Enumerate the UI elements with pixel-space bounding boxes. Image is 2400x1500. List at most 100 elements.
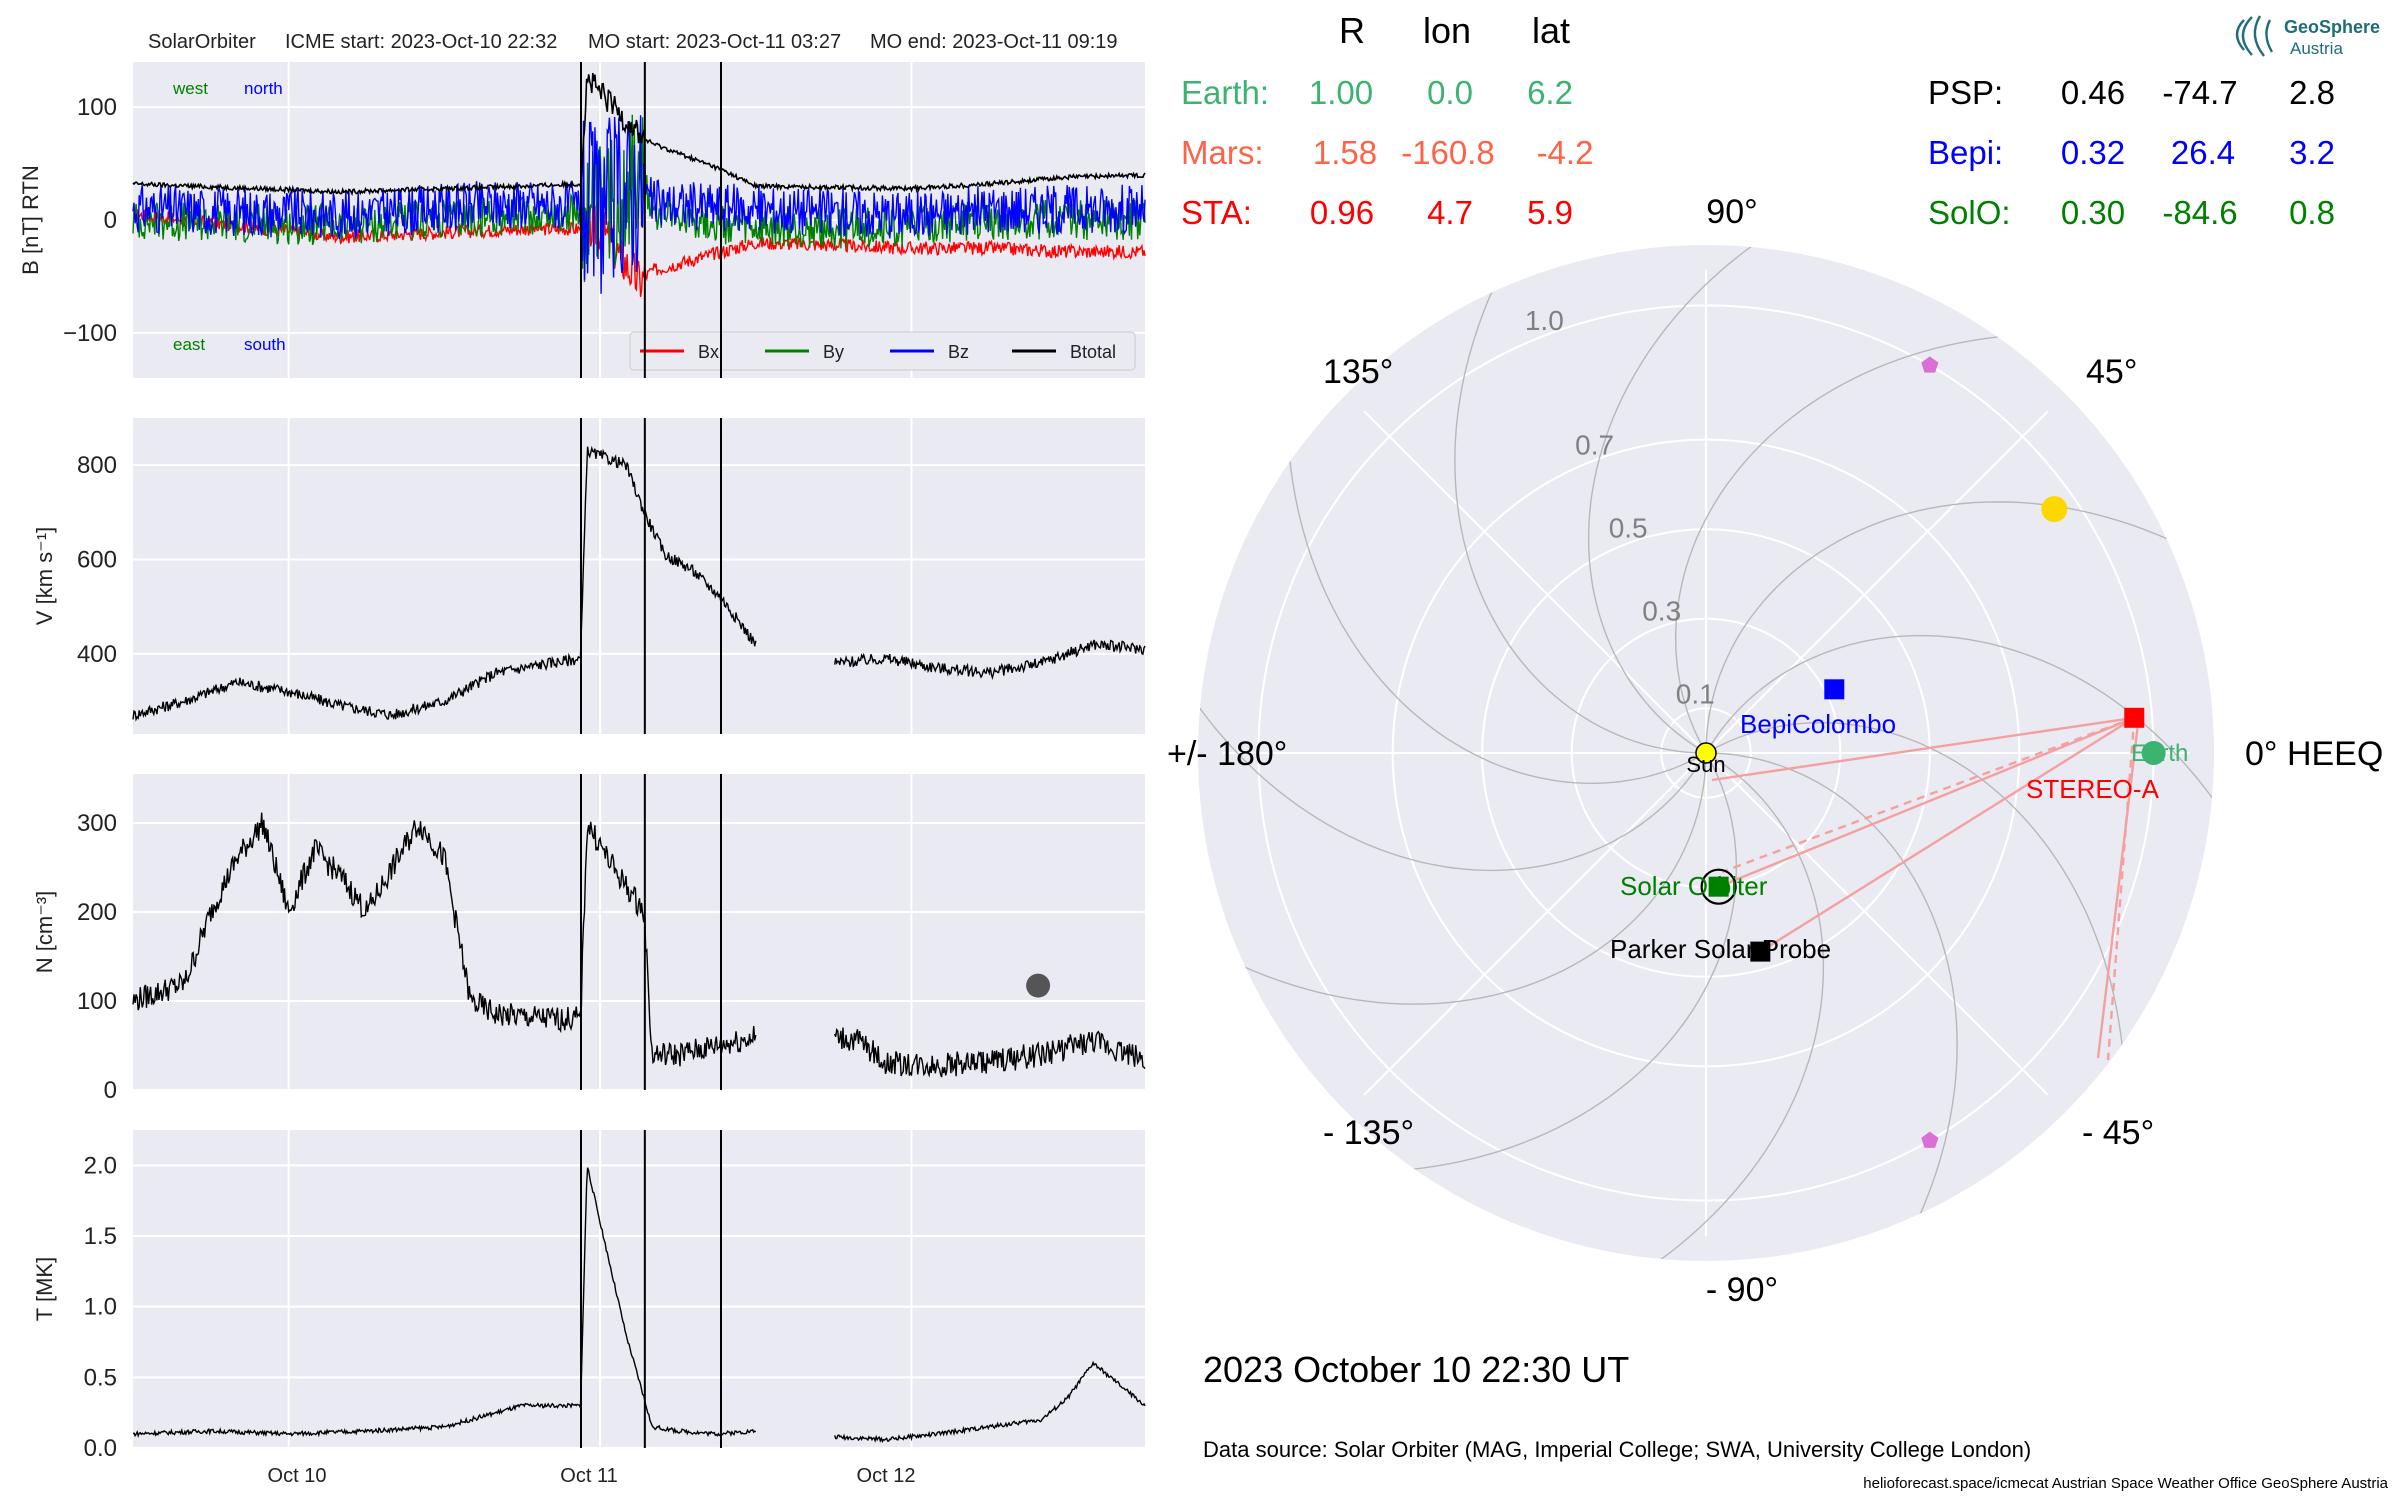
marker-solar-orbiter (1708, 876, 1729, 897)
y-tick-label: 0.0 (84, 1435, 117, 1462)
label-stereo-a: STEREO-A (2026, 774, 2160, 804)
radial-label: 0.3 (1642, 595, 1681, 626)
connection-line (1711, 716, 2135, 782)
angle-label-90: 90° (1706, 193, 1757, 231)
panel-b-yticks: 100 0 −100 (63, 94, 117, 347)
row-psp-r: 0.46 (2061, 74, 2125, 111)
series-v (132, 445, 1146, 722)
panel-t-grid (133, 1130, 1145, 1449)
polar-spoke (1363, 410, 1707, 754)
panel-v-yticks: 800 600 400 (77, 452, 117, 668)
polar-spoke (1705, 410, 2049, 754)
table-row-psp: PSP: 0.46 -74.7 2.8 (1928, 74, 2335, 111)
row-solo-lat: 0.8 (2289, 194, 2335, 231)
legend-by: By (823, 342, 844, 362)
header-spacecraft: SolarOrbiter (148, 31, 256, 53)
marker-parker-solar-probe (1750, 941, 1771, 962)
row-mars-name: Mars: (1181, 134, 1264, 171)
footer: helioforecast.space/icmecat Austrian Spa… (1863, 1475, 2388, 1492)
row-sta-r: 0.96 (1310, 194, 1374, 231)
marker-earth (2141, 741, 2166, 765)
panel-t-yticks: 2.0 1.5 1.0 0.5 0.0 (84, 1152, 117, 1462)
panel-v: 800 600 400 V [km s⁻¹] (32, 418, 1146, 734)
parker-spiral (1699, 752, 1958, 1261)
radial-label: 0.7 (1575, 429, 1614, 460)
timestamp: 2023 October 10 22:30 UT (1203, 1349, 1629, 1390)
table-row-sta: STA: 0.96 4.7 5.9 (1181, 194, 1573, 231)
label-earth: Earth (2131, 740, 2188, 767)
parker-spiral (1198, 746, 1707, 1005)
label-sun: Sun (1686, 752, 1725, 777)
panel-t-ylabel: T [MK] (32, 1257, 57, 1321)
polar-plot: 0.1 0.3 0.5 0.7 1.0 0° HEEQ 45° 90° 135° +/-… (1026, 193, 2383, 1309)
b-legend-box (629, 331, 1136, 371)
y-tick-label: 300 (77, 810, 117, 837)
y-tick-label: 600 (77, 546, 117, 573)
y-tick-label: 100 (77, 94, 117, 121)
row-bepi-name: Bepi: (1928, 134, 2003, 171)
event-lines (580, 62, 722, 1448)
logo-line2: Austria (2290, 39, 2343, 58)
connection-line (1718, 716, 2135, 888)
radial-label: 0.5 (1609, 512, 1648, 543)
xtick-oct11: Oct 11 (560, 1465, 617, 1487)
marker-sun (1695, 742, 1717, 764)
panel-n-yticks: 300 200 100 0 (77, 810, 117, 1104)
angle-label-135: 135° (1323, 353, 1393, 391)
polar-spoke (1363, 752, 1707, 1096)
panel-n-grid (133, 774, 1145, 1091)
data-source: Data source: Solar Orbiter (MAG, Imperia… (1203, 1437, 2031, 1462)
radial-labels: 0.1 0.3 0.5 0.7 1.0 (1525, 305, 1715, 710)
polar-spoke (1705, 752, 2049, 1096)
y-tick-label: 0.5 (84, 1364, 117, 1391)
panel-n-bg (133, 774, 1145, 1090)
label-west: west (172, 79, 208, 98)
label-east: east (173, 335, 205, 354)
panel-n-series (132, 812, 1146, 1078)
row-sta-name: STA: (1181, 194, 1252, 231)
row-solo-lon: -84.6 (2162, 194, 2237, 231)
marker-l5 (1921, 1131, 1939, 1148)
table-row-mars: Mars: 1.58 -160.8 -4.2 (1181, 134, 1593, 171)
legend-bx: Bx (698, 342, 719, 362)
series-bz (132, 115, 1146, 294)
panel-t-bg (133, 1130, 1145, 1448)
label-bepicolombo: BepiColombo (1740, 709, 1896, 739)
b-legend: Bx By Bz Btotal (629, 331, 1136, 371)
row-psp-lat: 2.8 (2289, 74, 2335, 111)
connection-line (1759, 716, 2135, 953)
row-bepi-r: 0.32 (2061, 134, 2125, 171)
connection-line (2096, 721, 2140, 1059)
label-solar-orbiter: Solar Orbiter (1620, 871, 1768, 901)
marker-mars (1026, 973, 1051, 998)
positions-table: R lon lat Earth: 1.00 0.0 6.2 Mars: 1.58… (1181, 10, 2335, 231)
parker-spiral (1198, 393, 1707, 872)
panel-v-series (132, 445, 1146, 722)
panel-b-ylabel: B [nT] RTN (18, 165, 43, 275)
table-row-earth: Earth: 1.00 0.0 6.2 (1181, 74, 1573, 111)
connection-line (2106, 717, 2136, 1061)
y-tick-label: 200 (77, 899, 117, 926)
table-row-solo: SolO: 0.30 -84.6 0.8 (1928, 194, 2335, 231)
logo-swirl-icon (2235, 15, 2274, 57)
panel-b-series (132, 72, 1146, 297)
radial-label: 0.1 (1676, 678, 1715, 709)
row-solo-r: 0.30 (2061, 194, 2125, 231)
marker-l4 (1921, 356, 1939, 373)
row-bepi-lon: 26.4 (2171, 134, 2235, 171)
panel-v-bg (133, 418, 1145, 734)
panel-v-ylabel: V [km s⁻¹] (32, 527, 57, 625)
angle-label-m135: - 135° (1323, 1114, 1414, 1152)
header-mo-end: MO end: 2023-Oct-11 09:19 (870, 31, 1118, 53)
xtick-oct12: Oct 12 (857, 1465, 916, 1487)
geosphere-logo: GeoSphere Austria (2235, 15, 2380, 58)
parker-spiral (1587, 245, 2066, 754)
row-solo-name: SolO: (1928, 194, 2011, 231)
label-north: north (244, 79, 283, 98)
legend-btotal: Btotal (1070, 342, 1116, 362)
series-t (132, 1167, 1146, 1444)
panel-n: 300 200 100 0 N [cm⁻³] (32, 774, 1146, 1104)
y-tick-label: 2.0 (84, 1152, 117, 1179)
solar-orbiter-ring (1700, 868, 1737, 905)
marker-bepicolombo (1824, 679, 1845, 700)
